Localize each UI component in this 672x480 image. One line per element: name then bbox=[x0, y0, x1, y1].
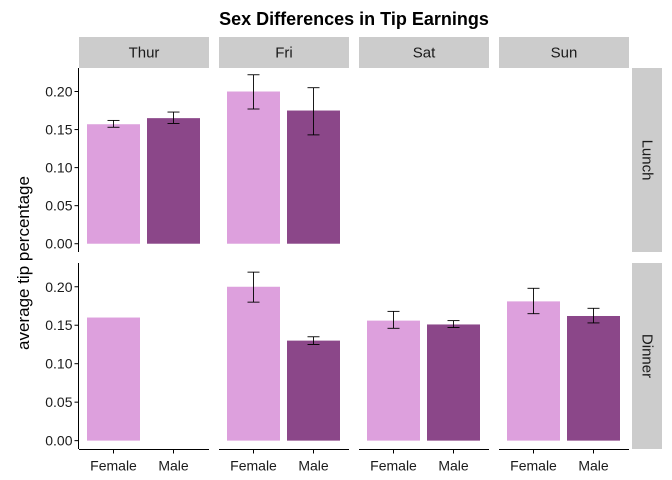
x-tick-label-sat-female: Female bbox=[370, 458, 417, 474]
bar-dinner-sun-male bbox=[567, 315, 620, 441]
y-tick-label-dinner-4: 0.20 bbox=[45, 279, 72, 295]
bar-lunch-fri-female bbox=[227, 91, 280, 244]
y-tick-label-dinner-1: 0.05 bbox=[45, 394, 72, 410]
facet-strip-thur bbox=[79, 37, 209, 68]
facet-strip-sat bbox=[359, 37, 489, 68]
y-tick-label-lunch-1: 0.05 bbox=[45, 198, 72, 214]
facet-strip-label-lunch: Lunch bbox=[639, 140, 656, 181]
facet-strip-dinner bbox=[632, 263, 662, 449]
y-tick-label-lunch-4: 0.20 bbox=[45, 84, 72, 100]
bar-dinner-thur-female bbox=[87, 317, 140, 441]
x-tick-label-thur-female: Female bbox=[90, 458, 137, 474]
y-tick-label-lunch-0: 0.00 bbox=[45, 236, 72, 252]
y-tick-label-lunch-2: 0.10 bbox=[45, 160, 72, 176]
facet-strip-sun bbox=[499, 37, 629, 68]
facet-strip-fri bbox=[219, 37, 349, 68]
facet-strip-label-sat: Sat bbox=[413, 45, 436, 62]
bar-dinner-sun-female bbox=[507, 301, 560, 441]
x-tick-label-sun-female: Female bbox=[510, 458, 557, 474]
bar-dinner-sat-female bbox=[367, 320, 420, 441]
facet-strip-lunch bbox=[632, 68, 662, 252]
facet-strip-label-fri: Fri bbox=[275, 45, 293, 62]
x-tick-label-fri-male: Male bbox=[298, 458, 329, 474]
y-axis-title: average tip percentage bbox=[14, 176, 33, 350]
facet-strip-label-thur: Thur bbox=[129, 45, 160, 62]
facet-strip-label-dinner: Dinner bbox=[639, 334, 656, 378]
bar-dinner-fri-male bbox=[287, 340, 340, 441]
bar-lunch-thur-female bbox=[87, 124, 140, 244]
x-tick-label-sat-male: Male bbox=[438, 458, 469, 474]
y-tick-label-dinner-0: 0.00 bbox=[45, 433, 72, 449]
chart-title: Sex Differences in Tip Earnings bbox=[219, 9, 489, 29]
y-tick-label-dinner-3: 0.15 bbox=[45, 317, 72, 333]
y-tick-label-lunch-3: 0.15 bbox=[45, 122, 72, 138]
bar-dinner-fri-female bbox=[227, 286, 280, 441]
bar-dinner-sat-male bbox=[427, 324, 480, 441]
x-tick-label-fri-female: Female bbox=[230, 458, 277, 474]
x-tick-label-thur-male: Male bbox=[158, 458, 189, 474]
y-tick-label-dinner-2: 0.10 bbox=[45, 356, 72, 372]
x-tick-label-sun-male: Male bbox=[578, 458, 609, 474]
bar-lunch-thur-male bbox=[147, 118, 200, 244]
facet-strip-label-sun: Sun bbox=[551, 45, 578, 62]
